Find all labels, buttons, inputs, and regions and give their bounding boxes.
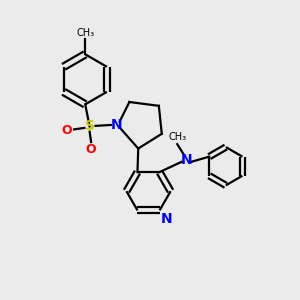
Text: O: O	[62, 124, 72, 137]
Text: CH₃: CH₃	[168, 132, 186, 142]
Text: CH₃: CH₃	[76, 28, 94, 38]
Text: O: O	[86, 142, 96, 156]
Text: N: N	[180, 153, 192, 167]
Text: N: N	[161, 212, 173, 226]
Text: S: S	[85, 119, 94, 134]
Text: N: N	[110, 118, 122, 132]
